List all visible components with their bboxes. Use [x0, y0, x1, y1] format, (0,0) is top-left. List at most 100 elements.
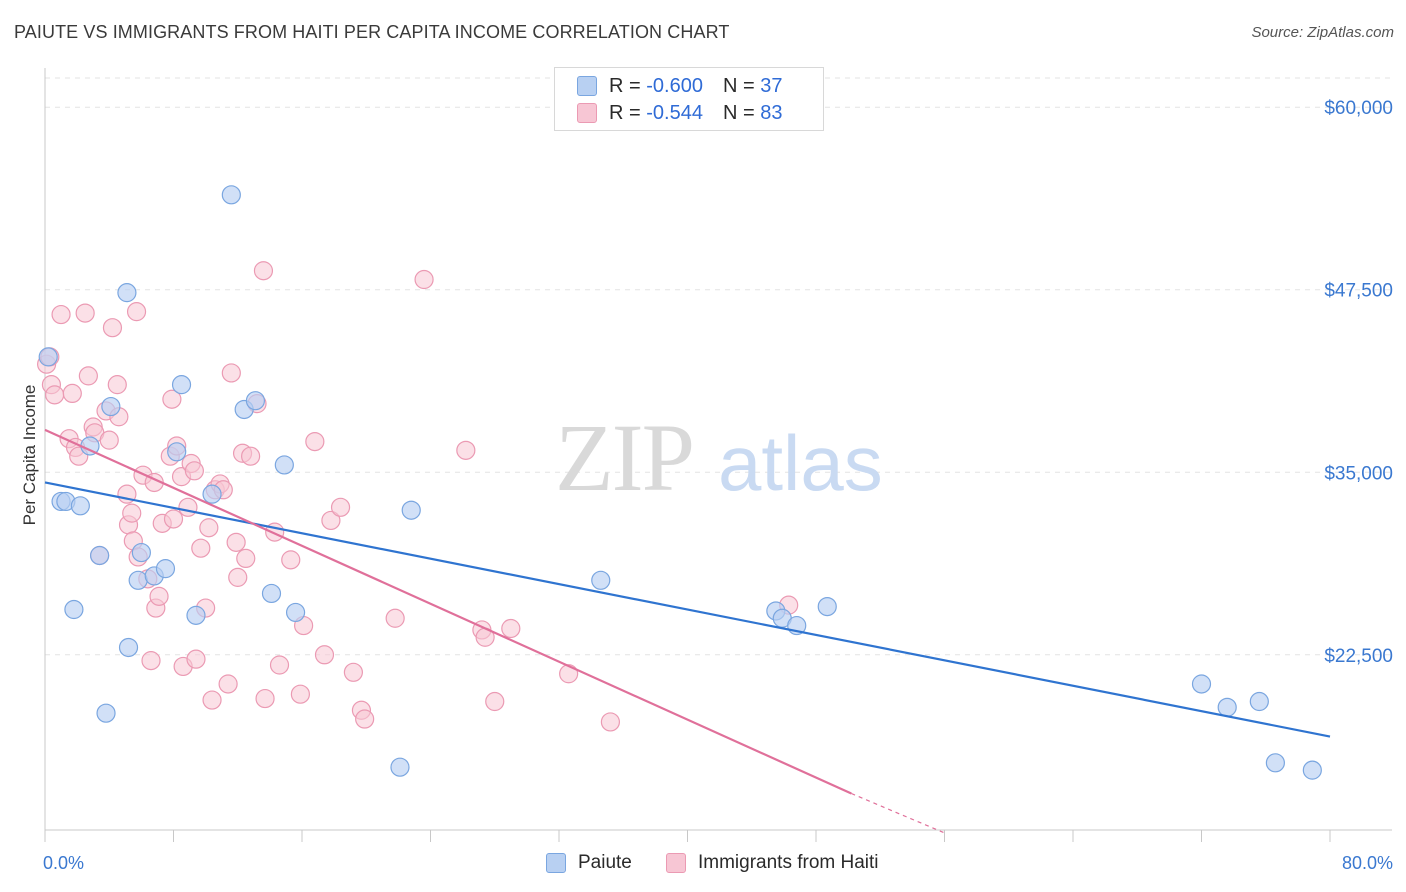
y-axis-title: Per Capita Income [20, 384, 39, 526]
paiute-point [118, 637, 139, 658]
haiti-point [221, 363, 241, 383]
legend-n-label: N = [722, 74, 755, 97]
paiute-point [390, 757, 410, 777]
paiute-point [221, 185, 241, 205]
series-immigrants-from-haiti [37, 261, 799, 732]
haiti-point [202, 690, 222, 710]
x-tick-label: 0.0% [43, 853, 84, 873]
trendlines [44, 428, 1331, 834]
haiti-point [456, 440, 476, 460]
haiti-point [163, 509, 184, 529]
paiute-point [1265, 753, 1285, 773]
paiute-point [171, 375, 192, 395]
haiti-point [485, 691, 505, 712]
haiti-point [126, 302, 147, 322]
paiute-point [245, 391, 266, 411]
haiti-point [355, 709, 375, 729]
haiti-point [559, 664, 579, 684]
haiti-point [45, 385, 65, 405]
paiute-point [186, 605, 206, 625]
legend-item-haiti[interactable]: Immigrants from Haiti [666, 852, 879, 874]
paiute-point [1249, 691, 1269, 712]
paiute-point [261, 583, 282, 604]
paiute-point [70, 496, 90, 516]
haiti-point [290, 684, 310, 704]
haiti-point [281, 550, 301, 570]
haiti-point [321, 510, 341, 531]
paiute-point [591, 570, 611, 590]
haiti-point [343, 662, 363, 682]
y-tick-label: $35,000 [1324, 463, 1393, 484]
haiti-trendline [44, 428, 852, 795]
haiti-point [600, 712, 621, 732]
haiti-point [314, 645, 335, 665]
haiti-point [305, 431, 325, 452]
correlation-legend: R = -0.600 N = 37 R = -0.544 N = 83 [554, 67, 824, 131]
paiute-point [202, 484, 222, 504]
paiute-point [38, 347, 58, 367]
legend-item-paiute[interactable]: Paiute [546, 852, 632, 874]
paiute-point [285, 602, 306, 623]
paiute-point [131, 542, 151, 563]
paiute-swatch [577, 76, 597, 96]
haiti-point [186, 649, 206, 669]
haiti-point [184, 461, 204, 481]
legend-n-label: N = [722, 101, 755, 124]
paiute-trendline [44, 481, 1331, 738]
haiti-point [226, 532, 246, 552]
y-tick-label: $22,500 [1324, 646, 1393, 667]
haiti-point [385, 608, 405, 628]
haiti-point [236, 548, 256, 569]
paiute-point [401, 500, 421, 520]
watermark: ZIP atlas [555, 404, 883, 511]
legend-r-value-paiute: -0.600 [646, 74, 703, 97]
haiti-swatch [577, 103, 597, 123]
axes [44, 68, 1392, 842]
paiute-point [167, 442, 187, 462]
haiti-point [330, 497, 351, 517]
haiti-point [78, 366, 98, 386]
haiti-point [191, 538, 211, 558]
haiti-point [162, 389, 182, 409]
legend-r-label: R = [609, 101, 641, 124]
haiti-point [255, 688, 275, 709]
haiti-point [99, 430, 119, 450]
watermark-atlas: atlas [718, 419, 883, 507]
paiute-point [1302, 760, 1322, 780]
paiute-point [101, 396, 121, 417]
source-note: Source: ZipAtlas.com [1251, 24, 1394, 41]
legend-label-haiti: Immigrants from Haiti [698, 852, 879, 873]
haiti-legend-swatch [666, 853, 686, 873]
paiute-point [817, 596, 837, 617]
gridlines [45, 77, 1392, 656]
haiti-point [149, 586, 169, 606]
haiti-point [62, 383, 82, 404]
series-paiute [38, 185, 1322, 780]
paiute-point [1217, 697, 1237, 717]
haiti-point [51, 304, 71, 325]
chart-title: PAIUTE VS IMMIGRANTS FROM HAITI PER CAPI… [14, 22, 730, 42]
haiti-point [199, 518, 219, 538]
legend-n-value-haiti: 83 [760, 101, 783, 124]
tick-labels: $22,500 $35,000 $47,500 $60,000 0.0% 80.0% [43, 98, 1393, 873]
legend-n-value-paiute: 37 [760, 74, 783, 97]
paiute-point [155, 559, 176, 579]
haiti-point [178, 497, 198, 517]
legend-row-haiti: R = -0.544 N = 83 [577, 101, 782, 125]
legend-label-paiute: Paiute [578, 852, 632, 873]
legend-r-label: R = [609, 74, 641, 97]
paiute-point [274, 455, 294, 475]
haiti-point [241, 446, 261, 466]
paiute-point [64, 599, 84, 620]
haiti-point [228, 567, 248, 587]
y-tick-label: $60,000 [1324, 98, 1393, 119]
legend-r-value-haiti: -0.544 [646, 101, 703, 124]
haiti-trendline-extension [851, 792, 945, 834]
haiti-point [107, 375, 127, 395]
paiute-point [96, 703, 116, 723]
x-tick-label: 80.0% [1342, 853, 1393, 873]
legend-row-paiute: R = -0.600 N = 37 [577, 74, 782, 98]
haiti-point [414, 269, 434, 290]
paiute-point [1191, 674, 1212, 694]
haiti-point [501, 618, 521, 639]
